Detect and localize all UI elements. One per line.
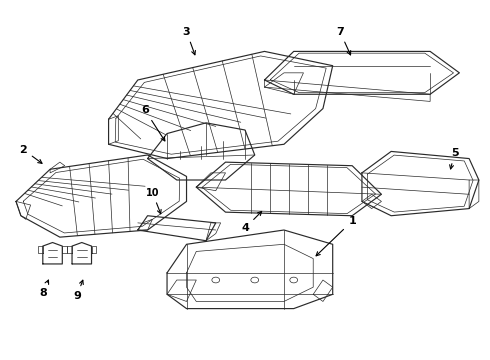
Text: 2: 2 [20, 145, 42, 163]
Text: 5: 5 [450, 148, 458, 169]
Text: 8: 8 [39, 280, 49, 297]
Text: 1: 1 [316, 216, 356, 256]
Text: 3: 3 [183, 27, 196, 55]
Text: 10: 10 [146, 188, 161, 214]
Text: 7: 7 [336, 27, 351, 55]
Text: 9: 9 [73, 280, 83, 301]
Text: 6: 6 [141, 105, 165, 141]
Text: 4: 4 [241, 211, 262, 233]
